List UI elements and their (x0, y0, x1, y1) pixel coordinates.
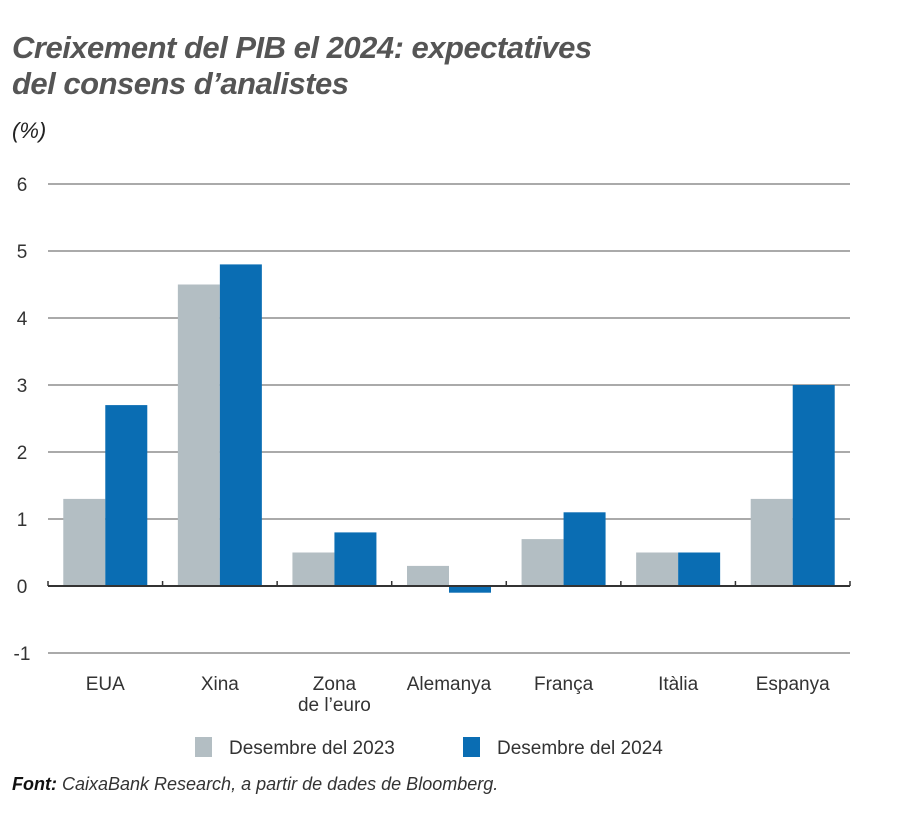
bar-2023 (750, 498, 793, 586)
bar-2024 (449, 586, 491, 593)
bar-2023 (407, 565, 449, 586)
legend-swatch (463, 737, 480, 757)
title-line-2: del consens d’analistes (12, 66, 349, 101)
bar-2023 (177, 284, 220, 586)
y-tick-label: 0 (17, 577, 28, 598)
source-text: CaixaBank Research, a partir de dades de… (56, 774, 499, 794)
bar-2024 (105, 405, 148, 586)
x-category-label: Alemanya (407, 674, 492, 695)
bar-2023 (521, 539, 564, 586)
x-category-label: Espanya (756, 674, 830, 695)
y-tick-label: 4 (17, 309, 28, 330)
x-category-label: EUA (86, 674, 125, 695)
bar-2024 (678, 552, 721, 586)
bar-2023 (636, 552, 679, 586)
x-category-label: Xina (201, 674, 239, 695)
legend-label: Desembre del 2023 (229, 738, 395, 759)
bar-2024 (792, 385, 835, 586)
y-tick-label: -1 (14, 644, 31, 665)
y-tick-label: 1 (17, 510, 28, 531)
bar-2024 (334, 532, 377, 586)
y-tick-label: 2 (17, 443, 28, 464)
y-tick-label: 3 (17, 376, 28, 397)
x-category-label: Itàlia (658, 674, 699, 695)
bar-2023 (292, 552, 335, 586)
chart-title: Creixement del PIB el 2024: expectatives… (12, 30, 592, 102)
legend-swatch (195, 737, 212, 757)
x-category-label: de l’euro (298, 695, 371, 716)
source-label: Font: (12, 774, 57, 794)
y-tick-label: 6 (17, 175, 28, 196)
bar-2024 (219, 264, 262, 586)
bar-2023 (63, 498, 106, 586)
source-note: Font: CaixaBank Research, a partir de da… (12, 774, 498, 795)
x-category-label: Zona (313, 674, 357, 695)
title-line-1: Creixement del PIB el 2024: expectatives (12, 30, 592, 65)
bar-2024 (563, 512, 606, 586)
legend-label: Desembre del 2024 (497, 738, 663, 759)
y-tick-label: 5 (17, 242, 28, 263)
y-axis-unit: (%) (12, 118, 47, 143)
x-category-label: França (534, 674, 594, 695)
